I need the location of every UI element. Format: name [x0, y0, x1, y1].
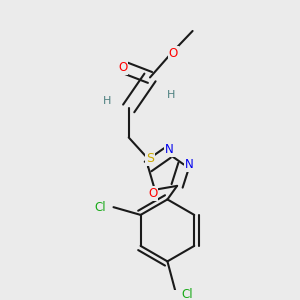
Text: Cl: Cl: [181, 288, 193, 300]
Text: S: S: [146, 152, 154, 165]
Text: H: H: [167, 90, 176, 100]
Text: O: O: [148, 187, 158, 200]
Text: Cl: Cl: [94, 201, 106, 214]
Text: O: O: [118, 61, 128, 74]
Text: H: H: [103, 96, 112, 106]
Text: O: O: [169, 47, 178, 60]
Text: N: N: [165, 142, 174, 156]
Text: N: N: [185, 158, 194, 171]
